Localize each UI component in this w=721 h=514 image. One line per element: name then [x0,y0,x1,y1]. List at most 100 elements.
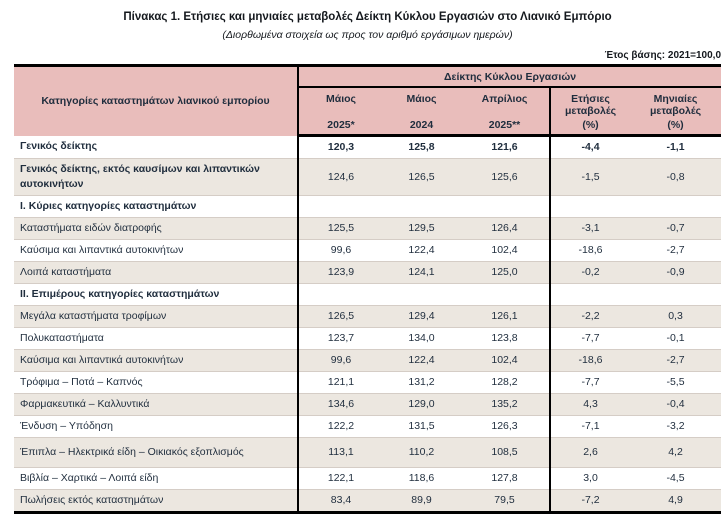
table-row: Μεγάλα καταστήματα τροφίμων 126,5 129,4 126… [14,305,721,328]
cell-value: -1,5 [549,158,630,196]
base-year-note: Έτος βάσης: 2021=100,0 [604,50,721,61]
cell-value: 102,4 [460,239,550,262]
cell-value: 129,0 [383,393,460,416]
cell-value: 134,6 [297,393,383,416]
row-label: Γενικός δείκτης [20,140,98,153]
row-label: Καύσιμα και λιπαντικά αυτοκινήτων [14,239,298,262]
row-label: Λοιπά καταστήματα [14,261,298,284]
row-label: Φαρμακευτικά – Καλλυντικά [14,393,298,416]
cell-value: 126,4 [460,217,550,240]
column-group-header-turnover-index: Δείκτης Κύκλου Εργασιών [296,65,721,88]
cell-value [460,195,550,218]
cell-value: 126,5 [383,158,460,196]
column-header-2: Μάιος 2024 [383,87,460,137]
cell-value: 122,4 [383,239,460,262]
cell-value: -7,7 [549,371,630,394]
cell-value: -0,2 [549,261,630,284]
cell-value: -18,6 [549,349,630,372]
column-subheader-row: Μάιος 2025* Μάιος 2024 Απρίλιος 2025** Ετήσιες… [14,87,721,137]
cell-value: 120,3 [297,135,383,159]
column-header-1: Μάιος 2025* [297,87,383,137]
cell-value: 131,5 [383,415,460,438]
table-row: Γενικός δείκτης, εκτός καυσίμων και λιπα… [14,158,721,196]
table-row: Καύσιμα και λιπαντικά αυτοκινήτων 99,6 122… [14,349,721,372]
cell-value: 128,2 [460,371,550,394]
cell-value: -4,5 [630,467,721,490]
table-row: ΙΙ. Επιμέρους κατηγορίες καταστημάτων [14,283,721,306]
cell-value: 83,4 [297,489,383,513]
cell-value: 113,1 [297,437,383,468]
cell-value [383,283,460,306]
cell-value: 125,6 [460,158,550,196]
cell-value: 122,2 [297,415,383,438]
cell-value [549,283,630,306]
cell-value: -7,2 [549,489,630,513]
cell-value: 123,8 [460,327,550,350]
cell-value: 131,2 [383,371,460,394]
row-label: Τρόφιμα – Ποτά – Καπνός [14,371,298,394]
table-row: Τρόφιμα – Ποτά – Καπνός 121,1 131,2 128,2 -7… [14,371,721,394]
cell-value: -4,4 [549,135,630,159]
cell-value: 125,5 [297,217,383,240]
cell-value: -0,4 [630,393,721,416]
cell-value: 99,6 [297,239,383,262]
cell-value: 99,6 [297,349,383,372]
cell-value: -0,9 [630,261,721,284]
cell-value: 126,3 [460,415,550,438]
row-label: Πωλήσεις εκτός καταστημάτων [14,489,298,513]
cell-value: 135,2 [460,393,550,416]
table-header: Κατηγορίες καταστημάτων λιανικού εμπορίο… [14,65,721,137]
column-header-4: Ετήσιες μεταβολές (%) [549,87,630,137]
cell-value: 127,8 [460,467,550,490]
table-row: Φαρμακευτικά – Καλλυντικά 134,6 129,0 135,2… [14,393,721,416]
cell-value: 134,0 [383,327,460,350]
column-header-categories: Κατηγορίες καταστημάτων λιανικού εμπορίο… [14,65,298,136]
table-body: Γενικός δείκτης 120,3 125,8 121,6 -4,4 -1,1 Γε… [14,135,721,513]
cell-value: 118,6 [383,467,460,490]
table-row: Βιβλία – Χαρτικά – Λοιπά είδη 122,1 118,6 1… [14,467,721,490]
cell-value: -2,7 [630,349,721,372]
cell-value: -0,7 [630,217,721,240]
table-row: Λοιπά καταστήματα 123,9 124,1 125,0 -0,2 -0,9 [14,261,721,284]
cell-value: 126,1 [460,305,550,328]
cell-value: -1,1 [666,141,685,153]
table-row: Καύσιμα και λιπαντικά αυτοκινήτων 99,6 122… [14,239,721,262]
cell-value [297,283,383,306]
row-label: Πολυκαταστήματα [14,327,298,350]
table-title: Πίνακας 1. Ετήσιες και μηνιαίες μεταβολέ… [123,11,612,23]
cell-value: 125,8 [408,141,435,153]
cell-value: -0,8 [630,158,721,196]
cell-value: 122,1 [297,467,383,490]
row-label: Ένδυση – Υπόδηση [14,415,298,438]
cell-value: -3,2 [630,415,721,438]
cell-value [297,195,383,218]
cell-value: 123,9 [297,261,383,284]
cell-value [630,195,721,218]
cell-value [460,283,550,306]
row-label: Μεγάλα καταστήματα τροφίμων [14,305,298,328]
row-label: Καύσιμα και λιπαντικά αυτοκινήτων [14,349,298,372]
cell-value [549,195,630,218]
cell-value: 124,6 [297,158,383,196]
cell-value: -0,1 [630,327,721,350]
cell-value: 0,3 [630,305,721,328]
cell-value: 123,7 [297,327,383,350]
row-label: Καταστήματα ειδών διατροφής [14,217,298,240]
cell-value: 102,4 [460,349,550,372]
row-label: Γενικός δείκτης, εκτός καυσίμων και λιπα… [14,158,298,196]
column-header-5: Μηνιαίες μεταβολές (%) [630,87,721,137]
cell-value: 110,2 [383,437,460,468]
cell-value: 129,5 [383,217,460,240]
table-row: Ένδυση – Υπόδηση 122,2 131,5 126,3 -7,1 -3,2 [14,415,721,438]
cell-value: -7,7 [549,327,630,350]
table-row: Γενικός δείκτης 120,3 125,8 121,6 -4,4 -1,1 [14,135,721,159]
cell-value: -3,1 [549,217,630,240]
cell-value: 122,4 [383,349,460,372]
table-row: Έπιπλα – Ηλεκτρικά είδη – Οικιακός εξοπλ… [14,437,721,468]
row-label: ΙΙ. Επιμέρους κατηγορίες καταστημάτων [14,283,298,306]
cell-value: -5,5 [630,371,721,394]
table-subtitle: (Διορθωμένα στοιχεία ως προς τον αριθμό … [222,29,513,41]
table-row: Καταστήματα ειδών διατροφής 125,5 129,5 126… [14,217,721,240]
cell-value: -2,7 [630,239,721,262]
